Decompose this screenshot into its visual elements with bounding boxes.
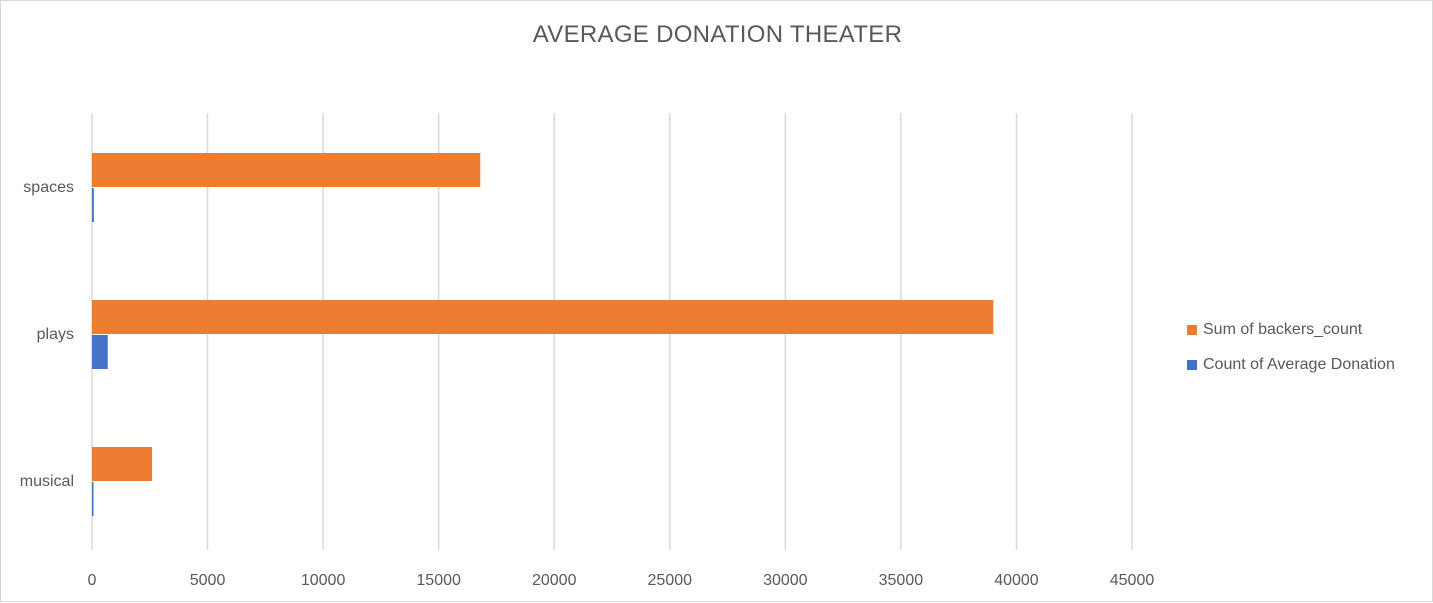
x-tick-label: 30000: [763, 572, 808, 589]
bar-sum-of-backers-count: [92, 447, 153, 481]
x-tick-label: 25000: [648, 572, 693, 589]
bar-sum-of-backers-count: [92, 153, 481, 187]
category-label: musical: [20, 473, 74, 490]
legend-swatch: [1187, 325, 1197, 335]
legend-label: Sum of backers_count: [1203, 321, 1363, 338]
bar-count-of-average-donation: [92, 482, 94, 516]
x-tick-label: 0: [88, 572, 97, 589]
x-tick-label: 10000: [301, 572, 346, 589]
bar-count-of-average-donation: [92, 188, 94, 222]
bar-sum-of-backers-count: [92, 300, 994, 334]
legend-label: Count of Average Donation: [1203, 356, 1395, 373]
x-tick-label: 20000: [532, 572, 577, 589]
legend-swatch: [1187, 360, 1197, 370]
bar-count-of-average-donation: [92, 335, 108, 369]
legend-item: Count of Average Donation: [1187, 354, 1395, 376]
legend-item: Sum of backers_count: [1187, 319, 1395, 341]
chart-legend: Sum of backers_count Count of Average Don…: [1187, 319, 1395, 389]
category-label: plays: [37, 326, 74, 343]
chart-title: AVERAGE DONATION THEATER: [532, 21, 903, 48]
x-tick-label: 5000: [190, 572, 226, 589]
x-tick-label: 45000: [1110, 572, 1155, 589]
x-tick-label: 40000: [994, 572, 1039, 589]
x-tick-label: 35000: [879, 572, 924, 589]
category-label: spaces: [23, 179, 74, 196]
x-tick-label: 15000: [416, 572, 461, 589]
